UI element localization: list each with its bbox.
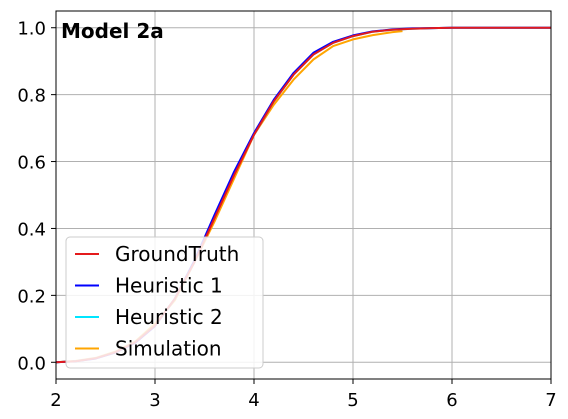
y-tick-label: 0.4 [17, 219, 46, 240]
y-tick-label: 0.6 [17, 153, 46, 174]
x-tick-label: 3 [149, 390, 160, 411]
y-tick-label: 0.0 [17, 353, 46, 374]
legend-label: Simulation [115, 337, 222, 361]
x-tick-label: 2 [50, 390, 61, 411]
plot-frame [55, 10, 552, 380]
x-tick-label: 7 [545, 390, 556, 411]
y-tick-label: 1.0 [17, 19, 46, 40]
legend-label: Heuristic 2 [115, 305, 223, 329]
x-tick-label: 6 [446, 390, 457, 411]
legend-label: Heuristic 1 [115, 274, 223, 298]
y-tick-label: 0.8 [17, 86, 46, 107]
legend-box [65, 236, 264, 369]
legend: GroundTruth Heuristic 1 Heuristic 2 Simulat… [65, 236, 264, 369]
x-tick-label: 4 [248, 390, 259, 411]
x-tick-label: 5 [347, 390, 358, 411]
chart-title: Model 2a [61, 19, 164, 43]
axis-ticks: 2 3 4 5 6 7 0.0 0.2 0.4 0.6 0.8 1.0 [17, 19, 556, 411]
y-tick-label: 0.2 [17, 286, 46, 307]
legend-label: GroundTruth [115, 242, 239, 266]
